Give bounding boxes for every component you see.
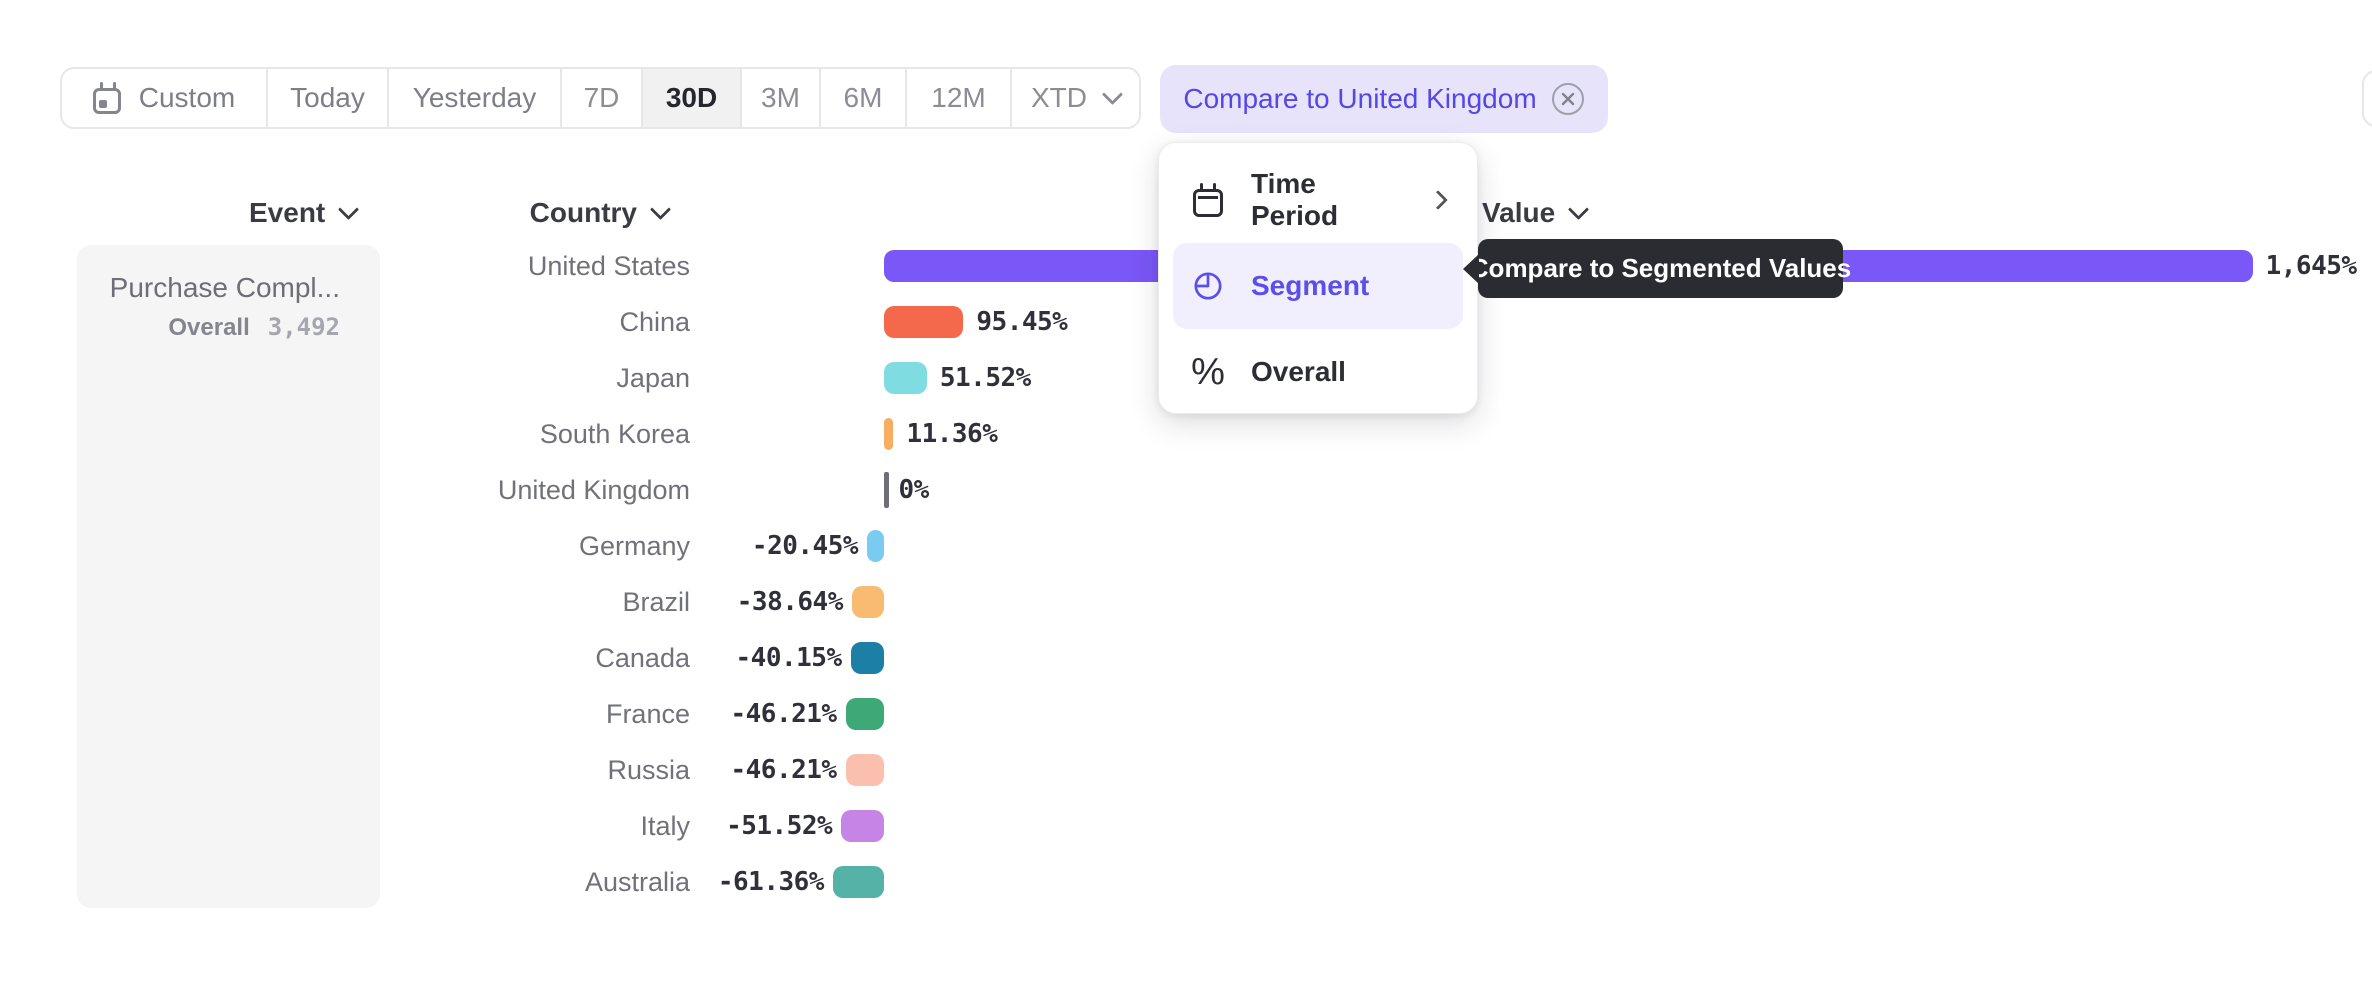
value-bar[interactable] — [832, 866, 884, 898]
compare-pill-label: Compare to United Kingdom — [1183, 83, 1537, 114]
date-range-label: Custom — [138, 82, 236, 113]
menu-item-label: Overall — [1251, 356, 1346, 387]
category-label: Italy — [640, 811, 690, 841]
date-range-30d[interactable]: 30D — [643, 69, 742, 127]
date-range-custom[interactable]: Custom — [62, 69, 268, 127]
column-header-value[interactable]: Value — [1482, 196, 1590, 230]
value-label: 1,645% — [2265, 251, 2357, 281]
column-header-event[interactable]: Event — [249, 196, 360, 230]
value-bar[interactable] — [845, 698, 884, 730]
value-label: 11.36% — [906, 419, 998, 449]
date-range-label: 30D — [665, 82, 718, 113]
date-range-12m[interactable]: 12M — [907, 69, 1012, 127]
menu-item-label: Segment — [1251, 270, 1370, 301]
metric-label: Overall — [168, 314, 250, 341]
value-label: -40.15% — [735, 643, 843, 673]
date-range-6m[interactable]: 6M — [821, 69, 907, 127]
category-label: South Korea — [539, 419, 690, 449]
remove-comparison-icon[interactable] — [1551, 82, 1585, 116]
date-range-label: 12M — [931, 82, 986, 113]
event-panel[interactable]: Purchase Compl... Overall 3,492 — [77, 245, 380, 908]
date-range-xtd[interactable]: XTD — [1012, 69, 1139, 127]
category-label: Japan — [616, 363, 690, 393]
percent-icon: % — [1191, 351, 1225, 393]
menu-item-segment[interactable]: Segment — [1173, 243, 1463, 329]
segment-icon — [1191, 269, 1225, 303]
value-bar[interactable] — [866, 530, 884, 562]
tooltip-text: Compare to Segmented Values — [1469, 253, 1852, 283]
date-range-label: Today — [290, 82, 365, 113]
value-label: -20.45% — [751, 531, 859, 561]
event-metric-row: Overall 3,492 — [97, 313, 340, 342]
value-label: -46.21% — [730, 755, 837, 785]
date-range-label: XTD — [1031, 82, 1087, 113]
category-label: Brazil — [622, 587, 690, 617]
chevron-right-icon — [1428, 190, 1448, 210]
category-label: France — [605, 699, 690, 729]
calendar-icon — [92, 81, 121, 114]
baseline-tick[interactable] — [884, 472, 889, 508]
value-bar[interactable] — [850, 642, 884, 674]
tooltip: Compare to Segmented Values — [1470, 239, 1851, 298]
column-header-country[interactable]: Country — [400, 196, 672, 230]
category-label: Germany — [578, 531, 690, 561]
date-range-3m[interactable]: 3M — [742, 69, 821, 127]
date-range-today[interactable]: Today — [268, 69, 389, 127]
category-label: United Kingdom — [497, 475, 690, 505]
value-label: 0% — [898, 475, 930, 505]
category-label: Canada — [595, 643, 690, 673]
value-label: 95.45% — [976, 307, 1068, 337]
value-label: 51.52% — [939, 363, 1031, 393]
date-range-label: 3M — [761, 82, 800, 113]
value-label: -38.64% — [736, 587, 844, 617]
compare-to-segment-pill[interactable]: Compare to United Kingdom — [1160, 65, 1608, 133]
value-bar[interactable] — [884, 362, 927, 394]
event-header-label: Event — [249, 197, 326, 228]
value-header-label: Value — [1482, 197, 1556, 228]
value-bar[interactable] — [841, 810, 884, 842]
date-range-label: 6M — [843, 82, 883, 113]
value-bar[interactable] — [851, 586, 884, 618]
date-range-yesterday[interactable]: Yesterday — [389, 69, 562, 127]
date-range-toolbar: Custom Today Yesterday 7D 30D 3M 6M 12M XTD — [60, 67, 1141, 129]
date-range-label: 7D — [583, 82, 620, 113]
category-label: Russia — [607, 755, 690, 785]
date-range-7d[interactable]: 7D — [562, 69, 643, 127]
date-range-label: Yesterday — [412, 82, 537, 113]
menu-item-time-period[interactable]: Time Period — [1173, 157, 1463, 243]
event-name: Purchase Compl... — [109, 272, 340, 303]
value-label: -51.52% — [726, 811, 833, 841]
value-label: -61.36% — [717, 867, 825, 897]
metric-value: 3,492 — [267, 313, 340, 341]
value-bar[interactable] — [845, 754, 884, 786]
compare-dropdown-menu: Time Period Segment% Overall — [1158, 142, 1478, 414]
calendar-icon — [1191, 182, 1225, 217]
menu-item-overall[interactable]: % Overall — [1173, 329, 1463, 415]
category-label: China — [619, 307, 690, 337]
menu-item-label: Time Period — [1251, 168, 1339, 231]
value-bar[interactable] — [884, 306, 964, 338]
value-bar[interactable] — [884, 418, 894, 450]
category-label: Australia — [584, 867, 690, 897]
country-header-label: Country — [529, 197, 637, 228]
value-label: -46.21% — [730, 699, 837, 729]
category-label: United States — [527, 251, 690, 281]
